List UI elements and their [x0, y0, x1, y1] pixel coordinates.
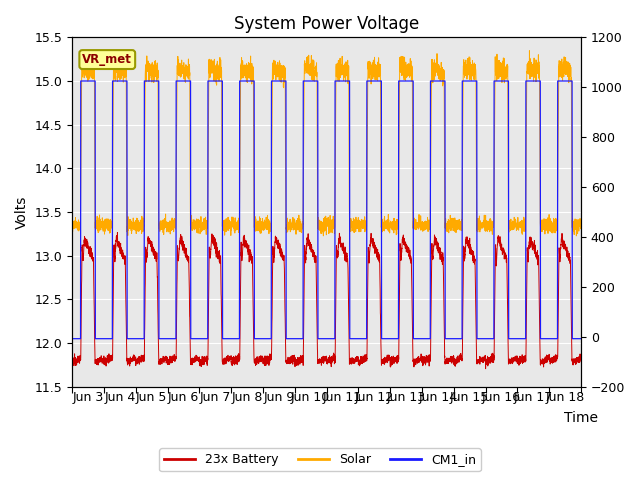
- Text: VR_met: VR_met: [83, 53, 132, 66]
- Y-axis label: Volts: Volts: [15, 195, 29, 228]
- Legend: 23x Battery, Solar, CM1_in: 23x Battery, Solar, CM1_in: [159, 448, 481, 471]
- X-axis label: Time: Time: [564, 411, 598, 425]
- Title: System Power Voltage: System Power Voltage: [234, 15, 419, 33]
